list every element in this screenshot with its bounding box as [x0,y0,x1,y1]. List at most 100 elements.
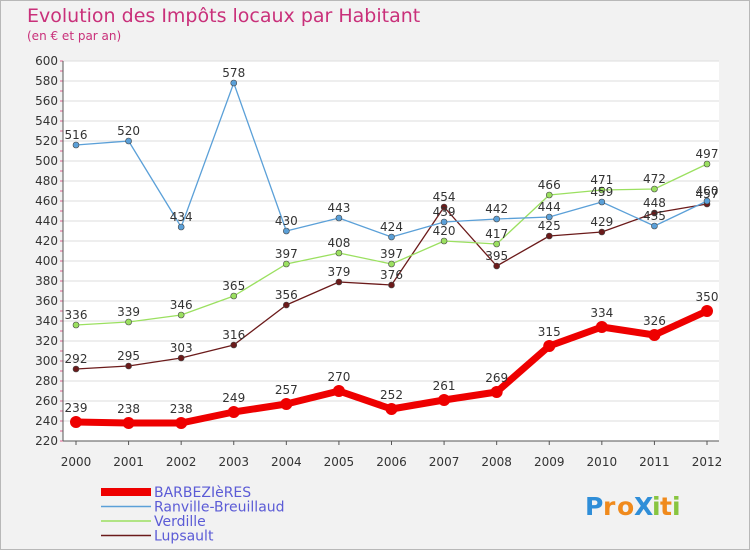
y-tick-label: 440 [35,214,58,228]
data-label: 269 [485,371,508,385]
legend: BARBEZIèRESRanville-BreuillaudVerdilleLu… [101,485,285,545]
data-point [598,186,606,194]
data-point [177,311,185,319]
data-point [177,354,185,362]
data-point [335,249,343,257]
data-label: 516 [65,128,88,142]
data-point [440,203,448,211]
data-point [230,79,238,87]
data-point [651,209,658,217]
data-label: 435 [643,209,666,223]
data-point [440,237,448,245]
data-point [598,198,606,206]
data-label: 261 [433,379,456,393]
x-tick-label: 2005 [324,455,355,469]
data-label: 365 [222,279,245,293]
data-label: 420 [433,224,456,238]
data-label: 339 [117,305,140,319]
data-label: 249 [222,391,245,405]
data-point [125,137,132,145]
data-point [72,365,80,373]
data-point [703,197,711,205]
data-label: 417 [485,227,508,241]
data-label: 429 [590,215,613,229]
chart-title: Evolution des Impôts locaux par Habitant [27,5,421,27]
data-label: 238 [170,402,193,416]
data-label: 295 [117,349,140,363]
x-tick-label: 2001 [113,455,144,469]
logo-letter: P [585,492,603,521]
data-point [595,321,608,333]
y-tick-label: 480 [35,174,58,188]
data-label: 454 [433,190,456,204]
logo-letter: t [660,492,672,521]
logo-letter: r [603,492,616,521]
data-label: 448 [643,196,666,210]
data-label: 316 [222,328,245,342]
y-tick-label: 220 [35,434,58,448]
series-group [70,79,713,429]
legend-label: Verdille [154,514,206,530]
data-label: 520 [117,124,140,138]
data-point [388,260,395,268]
data-point [280,398,293,410]
proxiti-logo: P r o X i t i [585,492,681,521]
data-point [122,417,135,429]
y-tick-label: 500 [35,154,58,168]
x-tick-label: 2003 [218,455,249,469]
data-label: 434 [170,210,193,224]
data-point [703,160,711,168]
data-label: 257 [275,383,298,397]
data-point [283,260,290,268]
data-point [283,227,290,235]
data-point [648,329,661,341]
legend-label: BARBEZIèRES [154,485,251,501]
data-label: 459 [590,185,613,199]
data-label: 439 [433,205,456,219]
y-tick-label: 300 [35,354,58,368]
x-tick-label: 2000 [61,455,92,469]
data-point [70,416,82,428]
data-point [230,292,238,300]
data-point [651,222,658,230]
y-tick-label: 560 [35,94,58,108]
data-label: 336 [65,308,88,322]
data-label: 443 [327,201,350,215]
data-point [543,340,556,352]
data-point [227,406,240,418]
y-tick-label: 600 [35,54,58,68]
data-point [388,233,395,241]
data-point [651,185,658,193]
data-point [72,321,80,329]
y-tick-label: 580 [35,74,58,88]
data-label: 356 [275,288,298,302]
data-point [598,228,606,236]
data-point [701,305,713,317]
data-label: 578 [222,66,245,80]
data-label: 350 [696,290,719,304]
data-label: 376 [380,268,403,282]
data-label: 471 [590,173,613,187]
data-point [335,214,343,222]
data-label: 460 [696,184,719,198]
axes [60,60,719,445]
y-axis-ticks: 220 240 260 280 300 320 340 360 380 400 420 440 460 4… [35,54,58,448]
data-point [125,318,132,326]
data-point [440,218,448,226]
data-label: 252 [380,388,403,402]
y-tick-label: 460 [35,194,58,208]
data-point [438,394,451,406]
data-point [230,341,238,349]
data-label: 270 [327,370,350,384]
data-point [545,213,553,221]
y-tick-label: 320 [35,334,58,348]
y-tick-label: 340 [35,314,58,328]
data-label: 457 [696,187,719,201]
logo-letter: X [634,492,653,521]
grid-lines [63,60,719,442]
data-label: 466 [538,178,561,192]
data-point [493,215,500,223]
data-point [283,301,290,309]
data-point [388,281,395,289]
y-tick-label: 260 [35,394,58,408]
